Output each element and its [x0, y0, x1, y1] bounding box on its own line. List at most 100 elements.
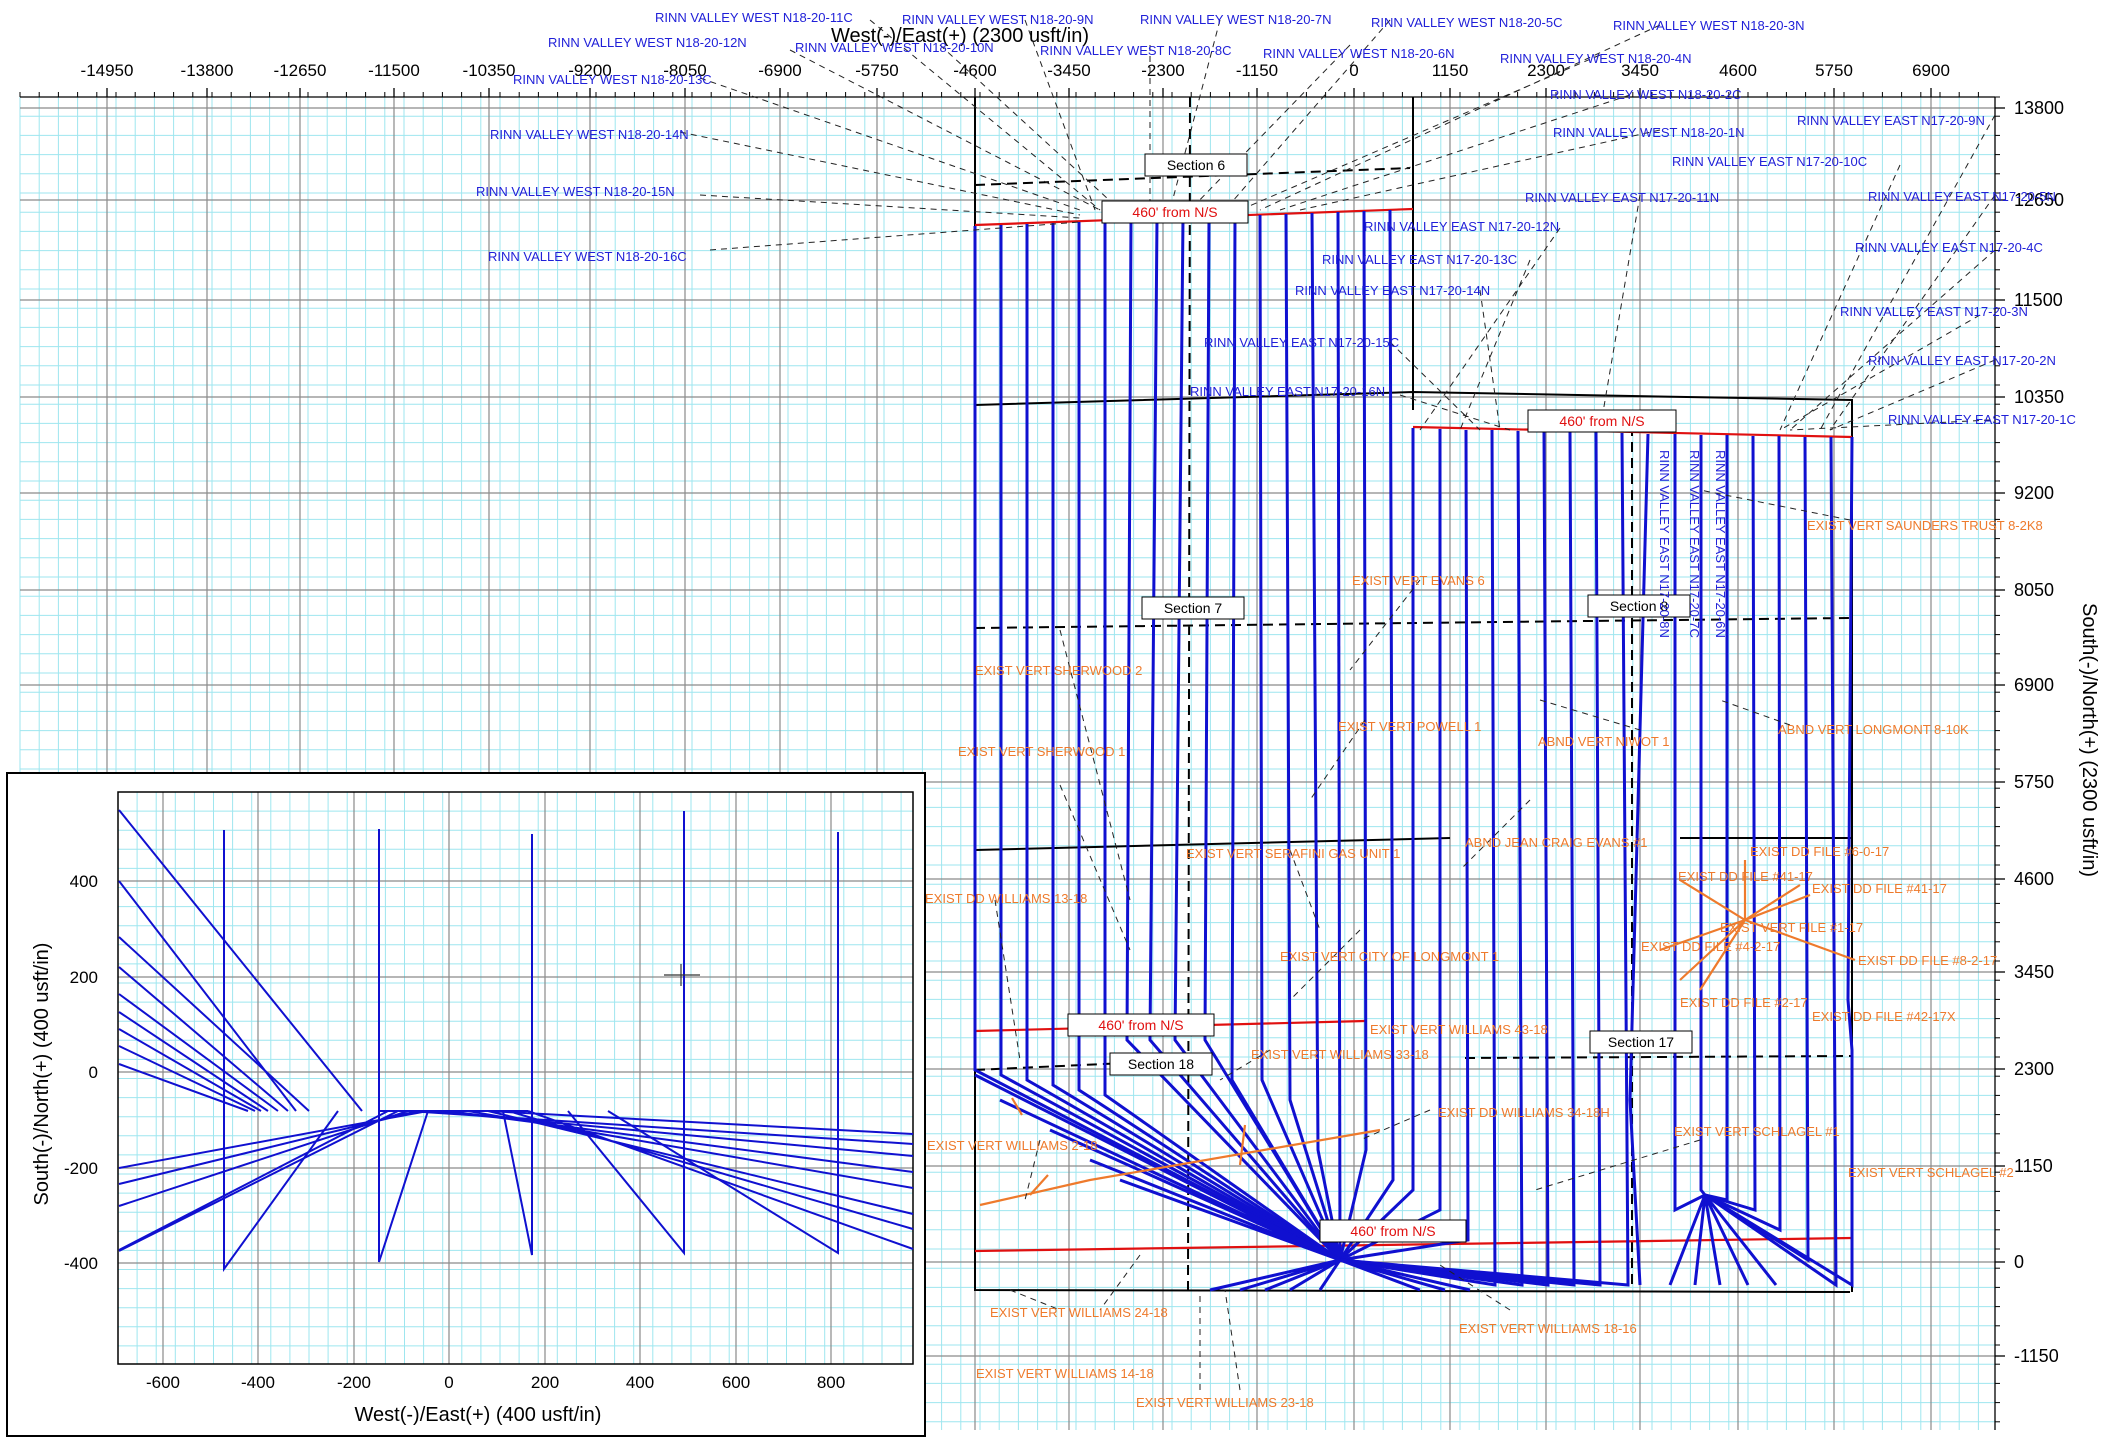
- well-label: RINN VALLEY WEST N18-20-6N: [1263, 46, 1454, 61]
- well-label: RINN VALLEY EAST N17-20-1C: [1888, 412, 2076, 427]
- lateral: [1125, 219, 1342, 1262]
- lateral: [1339, 432, 1630, 1287]
- existing-well-label: EXIST VERT FILE #1-17: [1720, 920, 1863, 935]
- setback-box: [1527, 409, 1677, 433]
- well-label: RINN VALLEY WEST N18-20-14N: [490, 127, 689, 142]
- y-tick-label: 4600: [2014, 869, 2054, 889]
- x-tick-label: 1150: [1432, 61, 1469, 80]
- existing-well-label: EXIST VERT WILLIAMS 18-16: [1459, 1321, 1637, 1336]
- inset-minor-grid: [117, 791, 913, 1364]
- lateral: [1258, 214, 1342, 1261]
- lateral: [973, 226, 1341, 1262]
- inset-y-tick-labels: 400 200 0 -200 -400: [64, 872, 98, 1273]
- existing-well-label: EXIST DD FILE #41-17: [1678, 869, 1813, 884]
- x-tick-label: -4600: [953, 61, 996, 80]
- inset-y-tick-label: 400: [70, 872, 98, 891]
- existing-well-trace: [1659, 860, 1856, 991]
- section-label: Section 8: [1610, 598, 1669, 614]
- section-box: [1587, 594, 1691, 618]
- leader-line: [994, 489, 1851, 1391]
- x-tick-label: -13800: [181, 61, 234, 80]
- x-tick-label: 0: [1349, 61, 1358, 80]
- y-axis-title: South(-)/North(+) (2300 usft/in): [2078, 603, 2100, 877]
- lateral: [1051, 223, 1341, 1262]
- x-tick-label: -10350: [463, 61, 516, 80]
- existing-well-label: ABND JEAN CRAIG EVANS #1: [1465, 835, 1648, 850]
- existing-well-label: EXIST VERT POWELL 1: [1338, 719, 1481, 734]
- x-tick-label: -2300: [1141, 61, 1184, 80]
- inset-major-grid: [118, 792, 913, 1364]
- existing-well-label: EXIST DD FILE #2-17: [1680, 995, 1808, 1010]
- section-box: [1144, 153, 1248, 177]
- existing-well-label: EXIST VERT CITY OF LONGMONT 1: [1280, 949, 1499, 964]
- existing-well-label: EXIST VERT SHERWOOD 1: [958, 744, 1125, 759]
- lateral: [1025, 224, 1341, 1262]
- leader-line: [679, 19, 1996, 431]
- well-label: RINN VALLEY EAST N17-20-13C: [1322, 252, 1517, 267]
- section-label: Section 7: [1164, 600, 1223, 616]
- inset-well-path: [378, 829, 429, 1263]
- section-boundary: [974, 390, 1853, 1292]
- well-label: RINN VALLEY EAST N17-20-16N: [1190, 384, 1385, 399]
- existing-well-label: EXIST VERT WILLIAMS 14-18: [976, 1366, 1154, 1381]
- inset-x-tick-label: 800: [817, 1373, 845, 1392]
- well-label: RINN VALLEY EAST N17-20-3N: [1840, 304, 2028, 319]
- inset-x-tick-labels: -600 -400 -200 0 200 400 600 800: [146, 1373, 845, 1392]
- inset-well-path: [567, 811, 685, 1256]
- inset-y-tick-label: 200: [70, 968, 98, 987]
- axis-ticks: [19, 88, 2005, 1423]
- lateral: [1668, 1194, 1778, 1286]
- existing-well-label: EXIST VERT WILLIAMS 33-18: [1251, 1047, 1429, 1062]
- inset-well-path: [118, 1110, 429, 1252]
- well-label: RINN VALLEY EAST N17-20-11N: [1525, 190, 1719, 205]
- inset-well-path: [223, 830, 339, 1273]
- setback-line: [974, 1236, 1853, 1253]
- section-label: Section 17: [1608, 1034, 1674, 1050]
- lateral: [1628, 433, 1650, 1286]
- x-tick-label: -6900: [758, 61, 801, 80]
- existing-well-label: EXIST DD FILE #41-17: [1812, 881, 1947, 896]
- inset-well-path: [502, 834, 533, 1256]
- section-box: [1141, 596, 1245, 620]
- existing-well-label: EXIST DD WILLIAMS 13-18: [925, 891, 1087, 906]
- setback-box: [1101, 200, 1249, 224]
- existing-well-label: EXIST VERT SCHLAGEL #1: [1674, 1124, 1840, 1139]
- well-label: RINN VALLEY WEST N18-20-13C: [513, 72, 712, 87]
- y-tick-label: 10350: [2014, 387, 2064, 407]
- section-box: [1109, 1052, 1213, 1076]
- inset-x-tick-label: 200: [531, 1373, 559, 1392]
- lateral: [1704, 435, 1782, 1233]
- lateral: [1077, 222, 1341, 1262]
- well-label: RINN VALLEY WEST N18-20-7N: [1140, 12, 1331, 27]
- lateral: [1338, 210, 1368, 1261]
- inset-x-tick-label: 600: [722, 1373, 750, 1392]
- existing-well-label: EXIST VERT WILLIAMS 23-18: [1136, 1395, 1314, 1410]
- inset-y-tick-label: 0: [89, 1063, 98, 1082]
- existing-well-label: ABND VERT LONGMONT 8-10K: [1778, 722, 1969, 737]
- x-tick-label: -1150: [1236, 61, 1278, 80]
- well-label: RINN VALLEY WEST N18-20-5C: [1371, 15, 1562, 30]
- y-tick-label: 1150: [2014, 1156, 2053, 1176]
- existing-well-label: EXIST VERT WILLIAMS 43-18: [1370, 1022, 1548, 1037]
- inset-y-tick-label: -200: [64, 1159, 98, 1178]
- inset-plot: -600 -400 -200 0 200 400 600 800 400 200…: [31, 791, 914, 1426]
- well-label: RINN VALLEY WEST N18-20-8C: [1040, 43, 1231, 58]
- y-tick-label: 2300: [2014, 1059, 2054, 1079]
- x-tick-label: -14950: [81, 61, 134, 80]
- lateral: [999, 225, 1341, 1262]
- setback-box: [1319, 1219, 1467, 1243]
- well-label: RINN VALLEY EAST N17-20-14N: [1295, 283, 1490, 298]
- lateral: [1704, 436, 1838, 1288]
- well-label: RINN VALLEY WEST N18-20-11C: [655, 10, 853, 25]
- well-label-vertical: RINN VALLEY EAST N17-20-6N: [1713, 450, 1728, 638]
- lateral: [1673, 434, 1706, 1213]
- well-label: RINN VALLEY WEST N18-20-16C: [488, 249, 687, 264]
- lateral: [1209, 1258, 1471, 1292]
- existing-well-label: EXIST VERT SHERWOOD 2: [975, 663, 1142, 678]
- setback-label: 460' from N/S: [1132, 204, 1217, 220]
- inset-well-paths: [118, 809, 914, 1273]
- y-tick-label: 0: [2014, 1252, 2024, 1272]
- existing-well-trace: [1011, 1097, 1023, 1116]
- inset-x-tick-label: 400: [626, 1373, 654, 1392]
- inset-y-axis-title: South(-)/North(+) (400 usft/in): [31, 943, 53, 1206]
